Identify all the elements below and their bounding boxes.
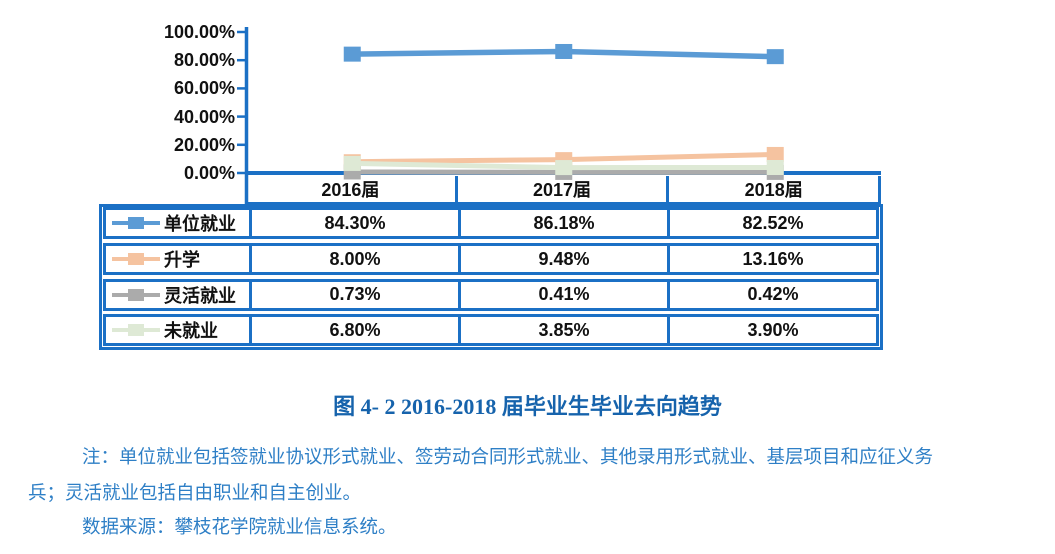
legend-cell: 未就业 — [106, 317, 249, 343]
legend-line-marker-icon — [112, 252, 160, 266]
value-cell: 6.80% — [249, 317, 458, 343]
y-axis-tick-label: 60.00% — [173, 78, 235, 99]
series-line-0 — [352, 48, 776, 60]
table-row: 单位就业 84.30% 86.18% 82.52% — [103, 207, 879, 239]
table-row: 灵活就业 0.73% 0.41% 0.42% — [103, 278, 879, 311]
series-marker-1 — [343, 154, 361, 170]
series-marker-1 — [766, 146, 784, 162]
value-cell: 0.42% — [667, 281, 876, 308]
legend-marker — [128, 288, 144, 301]
series-marker-0 — [766, 49, 784, 65]
legend-marker — [128, 217, 144, 229]
value-cell: 86.18% — [458, 210, 667, 236]
legend-line-marker-icon — [112, 288, 160, 302]
series-line-3 — [352, 160, 776, 171]
y-axis-tick-label: 0.00% — [183, 163, 235, 183]
legend-marker — [128, 253, 144, 265]
value-cell: 0.73% — [249, 281, 458, 308]
series-name-label: 灵活就业 — [164, 285, 236, 306]
series-marker-3 — [766, 160, 784, 176]
note-line-1: 注：单位就业包括签就业协议形式就业、签劳动合同形式就业、其他录用形式就业、基层项… — [82, 446, 934, 467]
legend-marker — [128, 324, 144, 336]
table-row: 未就业 6.80% 3.85% 3.90% — [103, 314, 879, 346]
value-cell: 82.52% — [667, 210, 876, 236]
y-axis-tick-label: 80.00% — [173, 50, 235, 71]
note-line-2: 兵；灵活就业包括自由职业和自主创业。 — [28, 482, 362, 503]
legend-cell: 灵活就业 — [106, 282, 249, 308]
series-name-label: 未就业 — [164, 321, 218, 341]
table-row: 升学 8.00% 9.48% 13.16% — [103, 243, 879, 275]
value-cell: 8.00% — [249, 246, 458, 272]
figure-caption: 图 4- 2 2016-2018 届毕业生毕业去向趋势 — [333, 394, 722, 419]
y-axis-tick-label: 20.00% — [173, 134, 235, 155]
series-marker-0 — [555, 43, 573, 59]
value-cell: 13.16% — [667, 246, 876, 272]
y-axis-tick-label: 40.00% — [173, 106, 235, 127]
series-marker-1 — [555, 152, 573, 168]
value-cell: 3.85% — [458, 317, 667, 343]
series-marker-3 — [343, 155, 361, 171]
series-name-label: 单位就业 — [164, 214, 236, 234]
data-table-header-row: 2016届 2017届 2018届 — [246, 176, 881, 205]
column-header: 2016届 — [321, 180, 380, 200]
legend-cell: 升学 — [106, 246, 249, 272]
value-cell: 0.41% — [458, 281, 667, 308]
legend-line-marker-icon — [112, 323, 160, 337]
trend-chart: 100.00% 80.00% 60.00% 40.00% 20.00% 0.00% 201… — [99, 22, 883, 350]
note-line-3: 数据来源：攀枝花学院就业信息系统。 — [82, 516, 397, 537]
series-name-label: 升学 — [164, 250, 200, 270]
value-cell: 84.30% — [249, 210, 458, 236]
series-marker-0 — [343, 46, 361, 62]
value-cell: 3.90% — [667, 317, 876, 343]
legend-line-marker-icon — [112, 216, 160, 230]
value-cell: 9.48% — [458, 246, 667, 272]
y-axis-tick-label: 100.00% — [163, 22, 235, 42]
series-marker-3 — [555, 160, 573, 176]
series-line-1 — [352, 151, 776, 165]
legend-cell: 单位就业 — [106, 210, 249, 236]
data-table-outer-border — [99, 204, 883, 350]
column-header: 2018届 — [666, 176, 878, 202]
column-header: 2017届 — [454, 176, 667, 202]
